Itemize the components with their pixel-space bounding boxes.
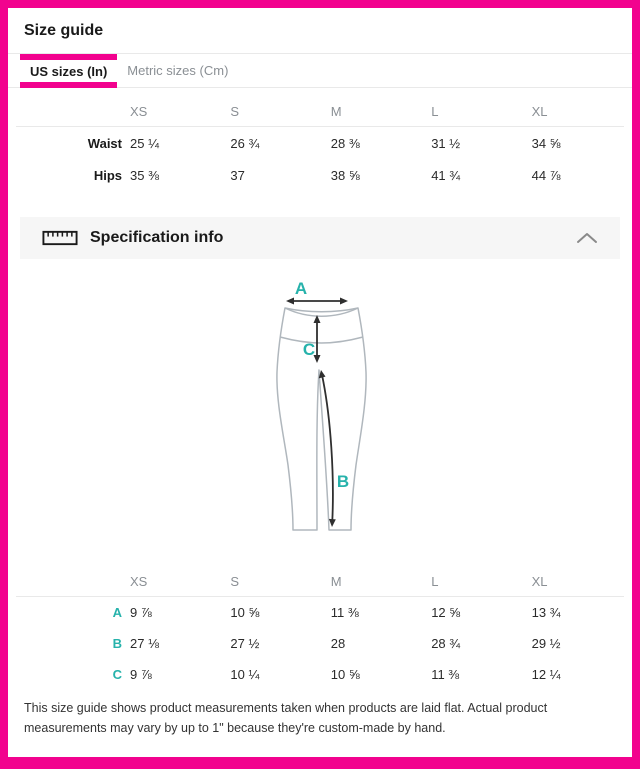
chevron-up-icon: [576, 232, 598, 244]
column-header-l: L: [431, 573, 439, 589]
cell: 11 ⅜: [330, 605, 359, 620]
column-header-xs: XS: [130, 103, 148, 119]
measurement-arrow-a: [286, 297, 348, 305]
column-header-l: L: [431, 103, 439, 119]
cell: 41 ¾: [431, 167, 461, 183]
table-row-hips: Hips 35 ⅜ 37 38 ⅝ 41 ¾ 44 ⅞: [16, 159, 624, 191]
diagram-label-c: C: [303, 340, 315, 359]
cell: 12 ¼: [531, 667, 561, 682]
table-row-c: C 9 ⅞ 10 ¼ 10 ⅝ 11 ⅜ 12 ¼: [16, 659, 624, 690]
column-header-s: S: [230, 573, 240, 589]
spec-table: XS S M L XL A 9 ⅞ 10 ⅝ 11 ⅜ 12 ⅝ 13 ¾ B …: [16, 566, 624, 690]
cell: 31 ½: [431, 135, 461, 151]
spec-table-header: XS S M L XL: [16, 566, 624, 597]
leggings-diagram: A C B: [8, 277, 632, 552]
cell: 13 ¾: [531, 605, 561, 620]
cell: 10 ⅝: [230, 605, 260, 620]
row-label: Hips: [93, 167, 122, 183]
footer-note: This size guide shows product measuremen…: [24, 701, 548, 735]
table-row-b: B 27 ⅛ 27 ½ 28 28 ¾ 29 ½: [16, 628, 624, 659]
cell: 10 ¼: [230, 667, 260, 682]
size-table: XS S M L XL Waist 25 ¼ 26 ¾ 28 ⅜ 31 ½ 34…: [16, 96, 624, 191]
column-header-xs: XS: [130, 573, 148, 589]
table-row-a: A 9 ⅞ 10 ⅝ 11 ⅜ 12 ⅝ 13 ¾: [16, 597, 624, 628]
spec-section-title: Specification info: [90, 229, 224, 246]
cell: 38 ⅝: [330, 167, 360, 183]
cell: 34 ⅝: [531, 135, 561, 151]
row-label: B: [112, 636, 122, 651]
column-header-xl: XL: [531, 103, 548, 119]
cell: 26 ¾: [230, 135, 260, 151]
cell: 10 ⅝: [330, 667, 360, 682]
cell: 11 ⅜: [431, 667, 460, 682]
tab-metric-sizes[interactable]: Metric sizes (Cm): [127, 63, 229, 78]
cell: 28 ⅜: [330, 135, 360, 151]
cell: 28: [330, 636, 346, 651]
table-row-waist: Waist 25 ¼ 26 ¾ 28 ⅜ 31 ½ 34 ⅝: [16, 127, 624, 159]
column-header-s: S: [230, 103, 240, 119]
specification-info-header[interactable]: Specification info: [20, 217, 620, 259]
column-header-xl: XL: [531, 573, 548, 589]
measurement-arrow-b: [318, 370, 336, 527]
column-header-m: M: [330, 103, 342, 119]
cell: 9 ⅞: [130, 605, 152, 620]
title-divider: [8, 53, 632, 54]
diagram-label-a: A: [295, 279, 307, 298]
diagram-label-b: B: [337, 472, 349, 491]
ruler-icon: [42, 230, 78, 246]
cell: 12 ⅝: [431, 605, 461, 620]
size-table-header: XS S M L XL: [16, 96, 624, 127]
measurement-arrow-c: [313, 315, 321, 363]
cell: 37: [230, 167, 245, 183]
unit-tabs: US sizes (In) Metric sizes (Cm): [8, 54, 632, 88]
row-label: A: [112, 605, 122, 620]
cell: 27 ½: [230, 636, 260, 651]
cell: 28 ¾: [431, 636, 461, 651]
row-label: C: [112, 667, 122, 682]
column-header-m: M: [330, 573, 342, 589]
cell: 9 ⅞: [130, 667, 152, 682]
cell: 29 ½: [531, 636, 561, 651]
row-label: Waist: [87, 135, 122, 151]
cell: 35 ⅜: [130, 167, 159, 183]
cell: 27 ⅛: [130, 636, 159, 651]
tab-us-sizes[interactable]: US sizes (In): [20, 54, 118, 88]
cell: 25 ¼: [130, 135, 159, 151]
cell: 44 ⅞: [531, 167, 561, 183]
page-title: Size guide: [24, 22, 104, 39]
